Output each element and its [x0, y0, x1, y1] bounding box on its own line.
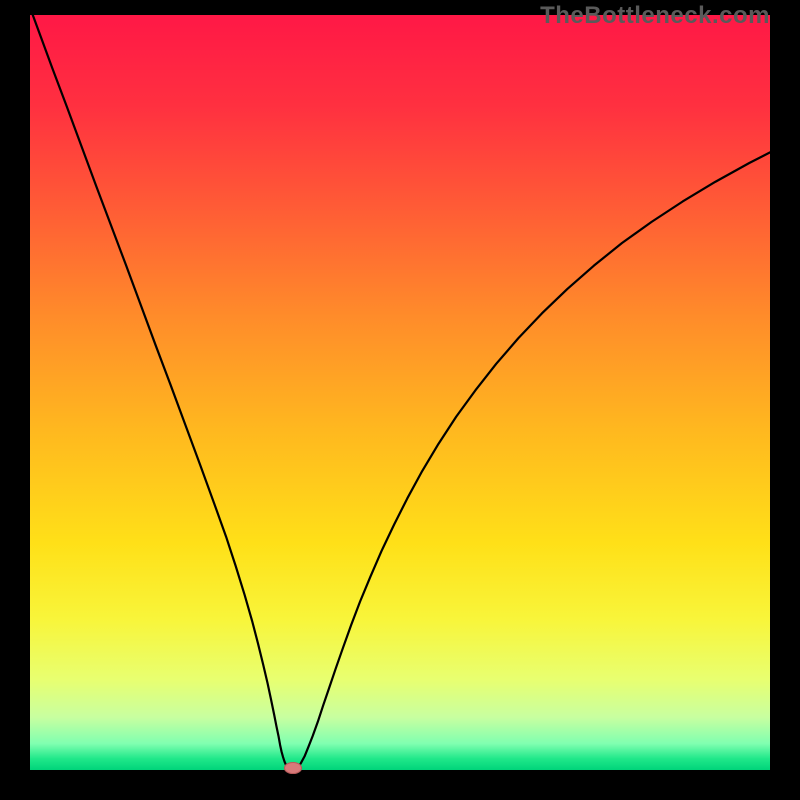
bottleneck-marker [284, 762, 302, 774]
chart-container: TheBottleneck.com [0, 0, 800, 800]
plot-area [30, 15, 770, 770]
bottleneck-curve [30, 15, 770, 770]
watermark-label: TheBottleneck.com [540, 2, 770, 29]
watermark-text: TheBottleneck.com [540, 2, 770, 30]
